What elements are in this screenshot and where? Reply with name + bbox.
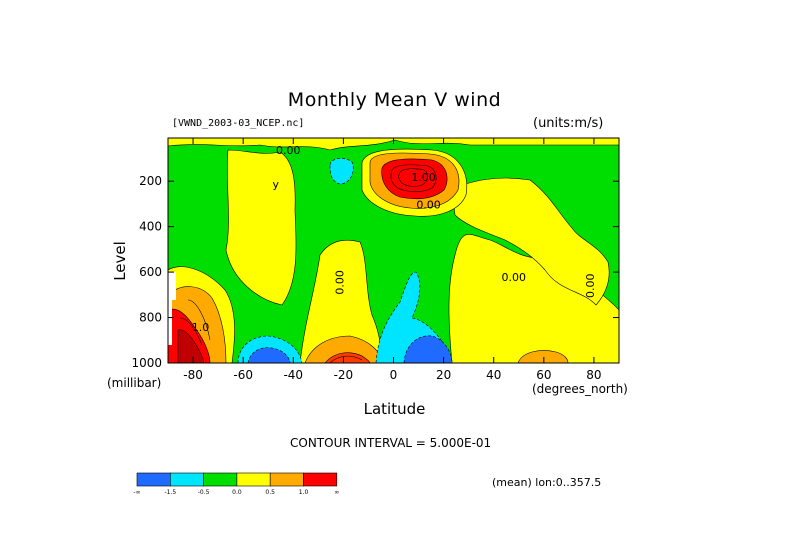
y-axis-title: Level — [110, 241, 129, 281]
contour-label: 0.00 — [276, 144, 301, 157]
x-tick-label: -80 — [183, 368, 203, 382]
colorbar-label: 0.5 — [265, 489, 275, 496]
x-tick-label: -60 — [233, 368, 253, 382]
axis-ticks: 200 400 600 800 1000 -80 -60 -40 -20 0 20 40 60 80 — [131, 138, 619, 382]
x-tick-label: 0 — [390, 368, 398, 382]
colorbar-swatch — [269, 472, 304, 487]
x-tick-label: 20 — [436, 368, 451, 382]
contour-label: 0.00 — [333, 270, 346, 295]
colorbar-label: ∞ — [334, 489, 339, 496]
colorbar-label: -∞ — [133, 489, 140, 496]
y-tick-label: 400 — [139, 220, 162, 234]
contour-label: 1.0 — [192, 321, 210, 334]
contour-label: 0.00 — [502, 271, 527, 284]
contour-label: y — [272, 178, 279, 191]
contour-label: 0.00 — [584, 273, 597, 298]
plot-area — [167, 137, 620, 364]
colorbar-label: -1.5 — [164, 489, 176, 496]
colorbar-label: 1.0 — [299, 489, 309, 496]
x-tick-label: -40 — [283, 368, 303, 382]
contour-interval-text: CONTOUR INTERVAL = 5.000E-01 — [290, 436, 492, 450]
colorbar: -∞ -1.5 -0.5 0.0 0.5 1.0 ∞ — [133, 472, 339, 496]
contour-fill-blue — [247, 335, 453, 364]
colorbar-label: -0.5 — [198, 489, 210, 496]
contour-label: 1.00 — [411, 171, 436, 184]
colorbar-swatch — [203, 472, 238, 487]
x-tick-label: 60 — [536, 368, 551, 382]
units-label: (units:m/s) — [533, 116, 604, 131]
missing-data-region — [168, 272, 176, 345]
dataset-label: [VWND_2003-03_NCEP.nc] — [172, 118, 305, 129]
colorbar-swatch — [303, 472, 338, 487]
contour-labels: 0.00 0.00 0.00 1.00 0.00 0.00 1.0 y — [192, 144, 597, 334]
colorbar-label: 0.0 — [232, 489, 242, 496]
x-tick-label: 80 — [586, 368, 601, 382]
y-axis-unit: (millibar) — [107, 376, 162, 390]
y-tick-label: 200 — [139, 174, 162, 188]
mean-text: (mean) lon:0..357.5 — [492, 476, 602, 489]
contour-lines — [179, 164, 437, 364]
x-axis-title: Latitude — [363, 400, 426, 418]
colorbar-swatch — [236, 472, 271, 487]
y-tick-label: 1000 — [131, 356, 162, 370]
chart-title: Monthly Mean V wind — [287, 89, 502, 111]
x-tick-label: 40 — [486, 368, 501, 382]
contour-label: 0.00 — [416, 198, 441, 211]
colorbar-swatch — [136, 472, 171, 487]
colorbar-swatch — [170, 472, 204, 487]
x-tick-label: -20 — [334, 368, 354, 382]
y-tick-label: 800 — [139, 311, 162, 325]
x-axis-unit: (degrees_north) — [532, 382, 628, 396]
y-tick-label: 600 — [139, 265, 162, 279]
